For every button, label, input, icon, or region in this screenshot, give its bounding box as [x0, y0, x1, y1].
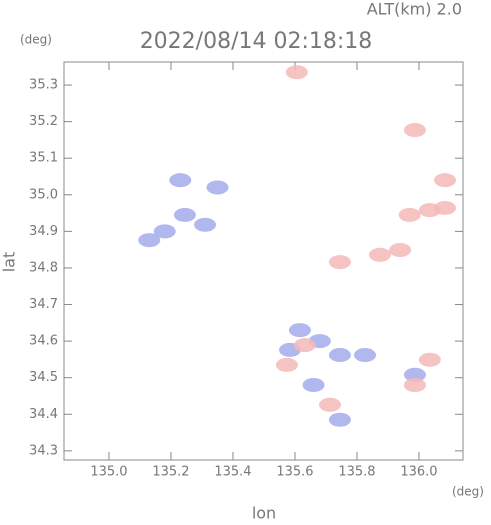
y-tick-label: 34.9 [29, 224, 58, 239]
echo-region [403, 367, 426, 382]
echo-region [434, 200, 457, 215]
y-axis-label: lat [0, 252, 19, 273]
echo-region [319, 397, 341, 412]
x-axis-label: lon [252, 504, 276, 522]
echo-region [169, 173, 192, 188]
x-tick-label: 136.0 [400, 465, 437, 480]
echo-region [293, 338, 316, 353]
echo-region [138, 233, 161, 248]
echo-region [302, 378, 325, 393]
y-tick-label: 34.4 [29, 407, 58, 422]
x-tick-label: 135.2 [152, 465, 189, 480]
echo-region [194, 217, 217, 232]
echo-region [153, 224, 176, 239]
echo-region [285, 65, 308, 80]
y-tick-label: 34.3 [29, 443, 58, 458]
echo-region [354, 348, 377, 363]
y-tick-label: 35.3 [29, 78, 58, 93]
y-tick-label: 34.5 [29, 370, 58, 385]
echo-region [389, 243, 412, 258]
echo-region [368, 247, 391, 262]
y-tick-label: 35.0 [29, 187, 58, 202]
echo-region [403, 378, 426, 393]
echo-region [418, 352, 441, 367]
echo-region [173, 207, 196, 222]
x-tick-label: 135.4 [214, 465, 251, 480]
echo-region [403, 123, 426, 138]
echo-region [328, 412, 351, 427]
y-unit: (deg) [20, 33, 52, 47]
y-tick-label: 34.7 [29, 297, 58, 312]
altitude: ALT(km) 2.0 [367, 0, 462, 19]
x-unit: (deg) [452, 485, 484, 499]
echo-region [328, 348, 351, 363]
y-tick-label: 34.8 [29, 260, 58, 275]
plot-frame [63, 61, 464, 461]
echo-region [206, 180, 229, 195]
echo-region [398, 207, 421, 222]
y-tick-label: 34.6 [29, 334, 58, 349]
echo-region [328, 255, 351, 270]
echo-region [288, 323, 311, 338]
x-tick-label: 135.0 [90, 465, 127, 480]
y-tick-label: 35.1 [29, 151, 58, 166]
chart-title: 2022/08/14 02:18:18 [140, 29, 373, 54]
echo-region [434, 173, 457, 188]
x-tick-label: 135.6 [276, 465, 313, 480]
y-tick-label: 35.2 [29, 114, 58, 129]
x-tick-label: 135.8 [338, 465, 375, 480]
echo-region [275, 357, 298, 372]
